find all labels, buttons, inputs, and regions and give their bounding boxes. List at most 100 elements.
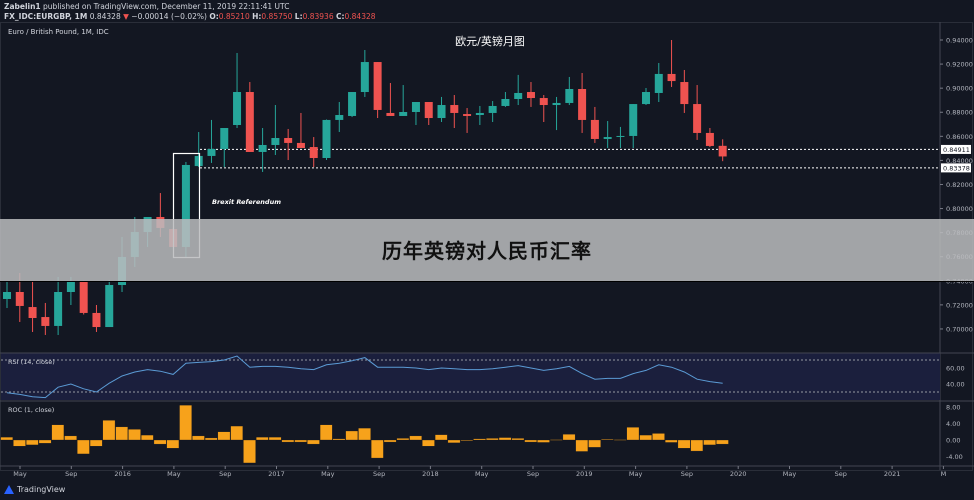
triangle-down-icon: ▼ <box>123 12 129 21</box>
roc-bar <box>319 424 333 441</box>
roc-bar <box>639 434 652 441</box>
time-tick-label: May <box>629 470 643 478</box>
candle-body <box>693 104 702 133</box>
close-value: 0.84328 <box>344 12 376 21</box>
roc-bar <box>371 439 384 459</box>
tradingview-footer[interactable]: TradingView <box>4 485 65 494</box>
open-value: 0.85210 <box>218 12 250 21</box>
candle-body <box>539 98 548 106</box>
roc-bar <box>652 433 665 441</box>
candle <box>79 280 88 315</box>
roc-bar <box>89 439 103 447</box>
candle-body <box>258 144 267 152</box>
roc-bar <box>102 420 116 441</box>
candle-body <box>590 119 599 139</box>
candle <box>578 72 587 133</box>
candle-body <box>437 105 446 119</box>
candle <box>399 85 408 116</box>
roc-bar <box>13 439 26 447</box>
candle-body <box>194 155 203 167</box>
candle <box>667 40 676 87</box>
candle <box>654 62 663 103</box>
roc-bar <box>358 427 371 441</box>
candle-body <box>181 164 190 247</box>
candle <box>565 76 574 106</box>
roc-tick-label: 4.00 <box>946 420 960 428</box>
candle <box>437 96 446 122</box>
roc-bar <box>703 439 716 446</box>
candle <box>450 95 459 129</box>
roc-bar <box>204 437 218 441</box>
author[interactable]: Zabelin1 <box>4 2 41 11</box>
roc-bar <box>486 438 499 441</box>
candle-body <box>79 282 88 313</box>
candle <box>552 96 561 131</box>
candle <box>463 108 472 133</box>
candle <box>386 82 395 116</box>
roc-bar <box>345 430 359 441</box>
roc-bar <box>281 439 295 443</box>
roc-bar <box>460 439 474 441</box>
roc-bar <box>562 434 576 441</box>
roc-bar <box>396 438 410 441</box>
low-label: L: <box>294 12 303 21</box>
brexit-annotation: Brexit Referendum <box>212 198 281 206</box>
time-tick-label: Sep <box>835 470 847 478</box>
price-tick-label: 0.80000 <box>946 205 973 213</box>
price-tick-label: 0.94000 <box>946 37 973 45</box>
candle-body <box>616 135 625 137</box>
low-value: 0.83936 <box>302 12 334 21</box>
roc-bar <box>141 434 154 441</box>
close-label: C: <box>335 12 345 21</box>
candle-body <box>41 317 50 326</box>
candle <box>220 128 229 168</box>
roc-bar <box>0 436 13 441</box>
open-label: O: <box>209 12 219 21</box>
candle-body <box>54 291 63 326</box>
roc-bar <box>77 439 90 455</box>
symbol-info: FX_IDC:EURGBP, 1M 0.84328 ▼ −0.00014 (−0… <box>4 12 376 21</box>
candle-body <box>66 282 75 292</box>
brand-name: TradingView <box>17 485 66 494</box>
roc-bar <box>153 439 167 445</box>
roc-bar <box>383 439 397 443</box>
candle <box>680 69 689 113</box>
roc-bar <box>115 426 128 441</box>
symbol-name: FX_IDC:EURGBP, 1M <box>4 12 88 21</box>
candle <box>629 104 638 148</box>
roc-bar <box>294 439 307 443</box>
candle-body <box>565 89 574 103</box>
roc-bar <box>716 439 729 445</box>
candle-body <box>322 119 331 158</box>
roc-bar <box>51 424 65 441</box>
candle-body <box>92 312 101 328</box>
candle-body <box>475 112 484 116</box>
candle-body <box>450 105 459 113</box>
roc-bar <box>409 435 422 441</box>
price-tick-label: 0.82000 <box>946 181 973 189</box>
candle-body <box>360 62 369 93</box>
roc-bar <box>217 431 231 441</box>
candle <box>296 112 305 148</box>
price-change: −0.00014 (−0.02%) <box>131 12 207 21</box>
time-tick-label: 2018 <box>422 470 439 478</box>
roc-bar <box>256 436 269 441</box>
roc-bar <box>38 439 52 444</box>
rsi-line <box>6 355 723 399</box>
candle <box>705 128 714 148</box>
high-label: H: <box>252 12 262 21</box>
candle-body <box>424 102 433 119</box>
candle-body <box>514 92 523 99</box>
candle-body <box>552 102 561 106</box>
level-label: 0.84911 <box>943 146 970 154</box>
candle <box>693 85 702 140</box>
roc-tick-label: 8.00 <box>946 404 960 412</box>
roc-bar <box>243 439 256 464</box>
candle-body <box>284 138 293 143</box>
price-tick-label: 0.84000 <box>946 157 973 165</box>
candle-body <box>642 92 650 105</box>
time-tick-label: May <box>475 470 489 478</box>
tradingview-logo-icon <box>4 485 14 494</box>
roc-bar <box>332 438 346 441</box>
